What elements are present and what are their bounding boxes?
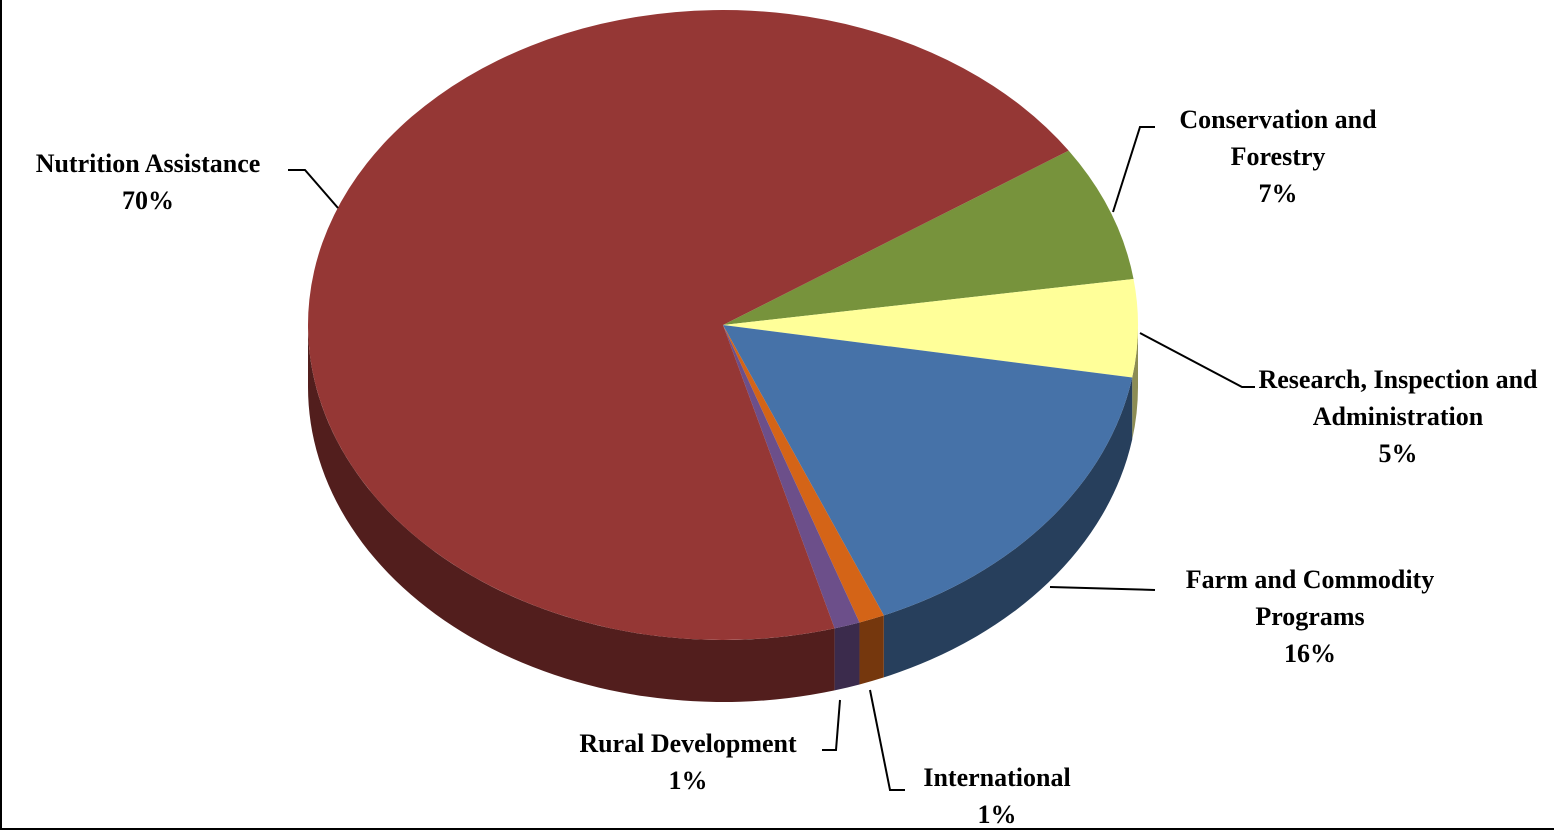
category-label: Nutrition Assistance [35,149,261,178]
slice [723,325,860,629]
slice-side [859,615,884,685]
slice [723,325,1133,616]
slice [723,325,884,623]
slice-label: Rural Development 1% [538,725,838,799]
leader-line [1139,332,1255,388]
category-label: Research, Inspection and Administration [1258,365,1538,431]
category-label: International [923,763,1071,792]
value-label: 7% [1258,179,1298,208]
slice-label: International 1% [897,759,1097,830]
slice-label: Nutrition Assistance 70% [0,145,296,219]
value-label: 1% [977,800,1017,829]
slice-side [1132,325,1138,440]
category-label: Farm and Commodity Programs [1185,565,1435,631]
leader-line [288,169,339,209]
slice-side [834,622,860,691]
leader-line [1112,126,1155,213]
slice [308,9,1069,641]
value-label: 16% [1284,639,1336,668]
value-label: 70% [122,186,174,215]
slice [723,278,1138,378]
slice-side [308,325,835,702]
slice-label: Farm and Commodity Programs 16% [1150,561,1470,672]
value-label: 5% [1378,439,1418,468]
leader-line [822,699,841,751]
value-label: 1% [668,766,708,795]
category-label: Rural Development [579,729,797,758]
slice [723,150,1134,325]
slice-sides [308,325,1138,702]
slice-tops [308,9,1138,641]
leader-line [869,689,905,791]
slice-label: Conservation and Forestry 7% [1148,101,1408,212]
slice-label: Research, Inspection and Administration 5… [1248,361,1548,472]
leader-line [1049,586,1156,591]
category-label: Conservation and Forestry [1179,105,1377,171]
slice-side [883,377,1133,678]
